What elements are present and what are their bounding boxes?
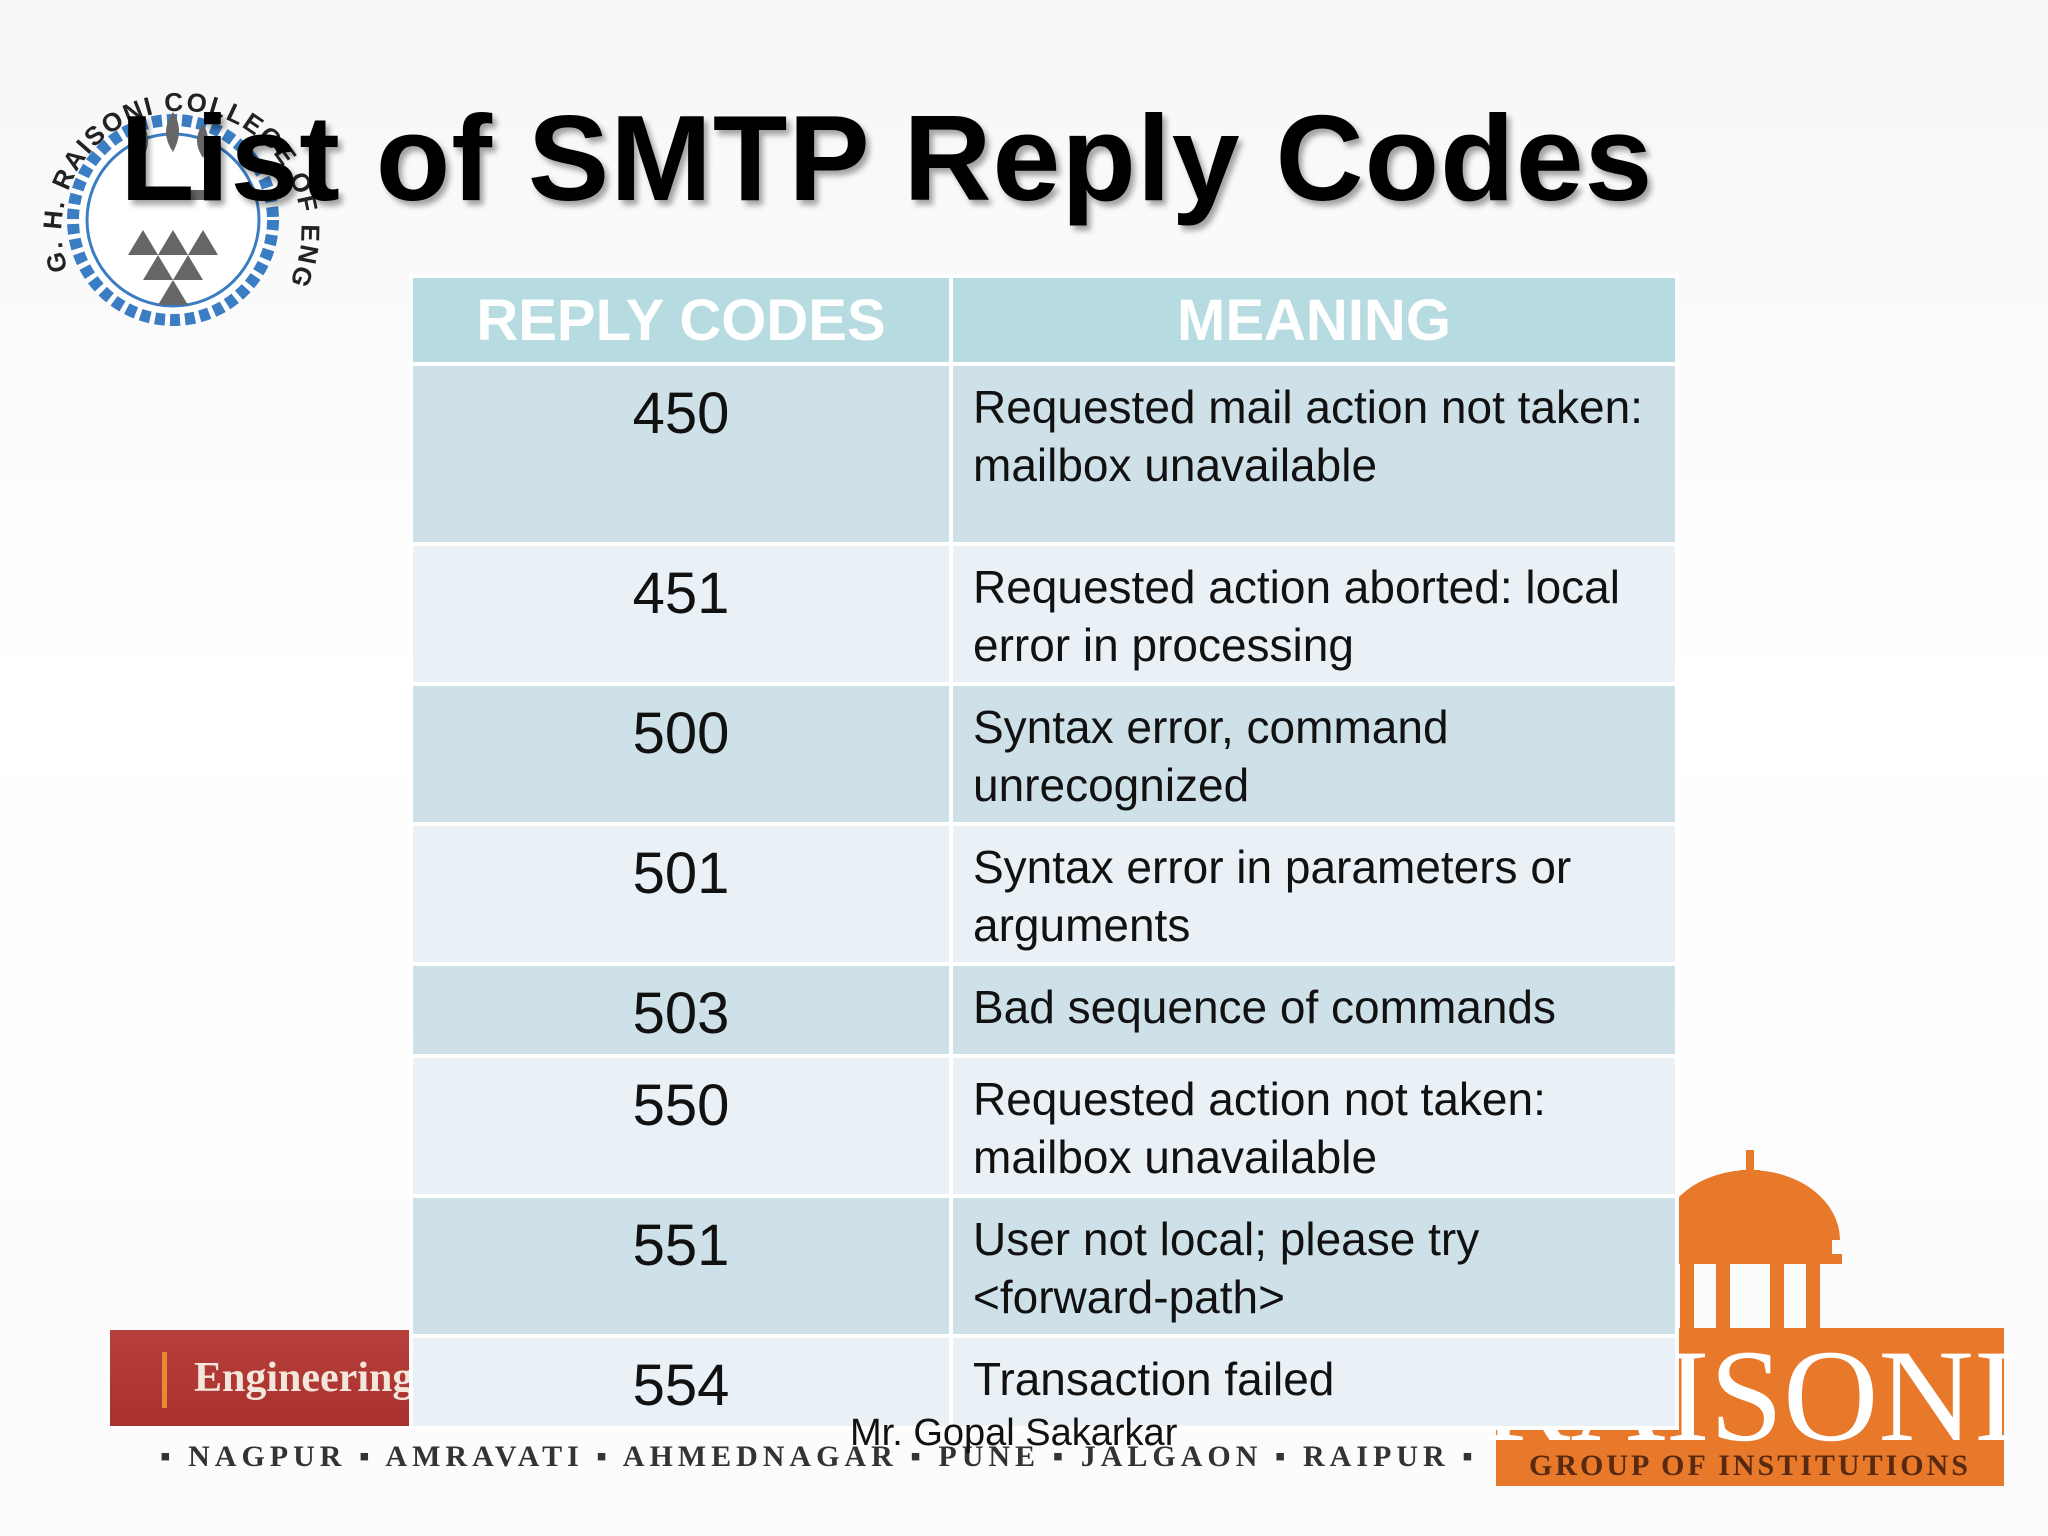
- reply-code-cell: 554: [409, 1334, 953, 1430]
- band-label: Engineering: [194, 1355, 414, 1401]
- reply-code-cell: 451: [409, 542, 953, 686]
- meaning-cell: Requested action aborted: local error in…: [949, 542, 1679, 686]
- table-header-row: REPLY CODES MEANING: [409, 274, 1679, 366]
- slide-title: List of SMTP Reply Codes: [120, 90, 1654, 226]
- raisoni-brand-subtitle: GROUP OF INSTITUTIONS: [1529, 1449, 1971, 1482]
- table-row: 450 Requested mail action not taken: mai…: [409, 362, 1679, 546]
- meaning-cell: Syntax error, command unrecognized: [949, 682, 1679, 826]
- table-row: 500 Syntax error, command unrecognized: [409, 682, 1679, 826]
- meaning-cell: User not local; please try <forward-path…: [949, 1194, 1679, 1338]
- reply-codes-table: REPLY CODES MEANING 450 Requested mail a…: [409, 274, 1679, 1430]
- college-seal-logo: G. H. RAISONI COLLEGE OF ENGINEERING: [0, 16, 338, 340]
- table-row: 551 User not local; please try <forward-…: [409, 1194, 1679, 1338]
- meaning-cell: Bad sequence of commands: [949, 962, 1679, 1058]
- table-row: 501 Syntax error in parameters or argume…: [409, 822, 1679, 966]
- reply-code-cell: 500: [409, 682, 953, 826]
- header-meaning: MEANING: [949, 274, 1679, 366]
- reply-code-cell: 450: [409, 362, 953, 546]
- campus-cities: ▪ NAGPUR ▪ AMRAVATI ▪ AHMEDNAGAR ▪ PUNE …: [160, 1440, 1478, 1473]
- meaning-cell: Requested action not taken: mailbox unav…: [949, 1054, 1679, 1198]
- table-row: 503 Bad sequence of commands: [409, 962, 1679, 1058]
- header-reply-codes: REPLY CODES: [409, 274, 953, 366]
- reply-code-cell: 551: [409, 1194, 953, 1338]
- meaning-cell: Transaction failed: [949, 1334, 1679, 1430]
- reply-code-cell: 550: [409, 1054, 953, 1198]
- meaning-cell: Requested mail action not taken: mailbox…: [949, 362, 1679, 546]
- reply-code-cell: 501: [409, 822, 953, 966]
- meaning-cell: Syntax error in parameters or arguments: [949, 822, 1679, 966]
- band-accent-bar: [162, 1352, 167, 1408]
- reply-code-cell: 503: [409, 962, 953, 1058]
- table-row: 451 Requested action aborted: local erro…: [409, 542, 1679, 686]
- table-row: 554 Transaction failed: [409, 1334, 1679, 1430]
- author-name: Mr. Gopal Sakarkar: [850, 1412, 1178, 1454]
- table-row: 550 Requested action not taken: mailbox …: [409, 1054, 1679, 1198]
